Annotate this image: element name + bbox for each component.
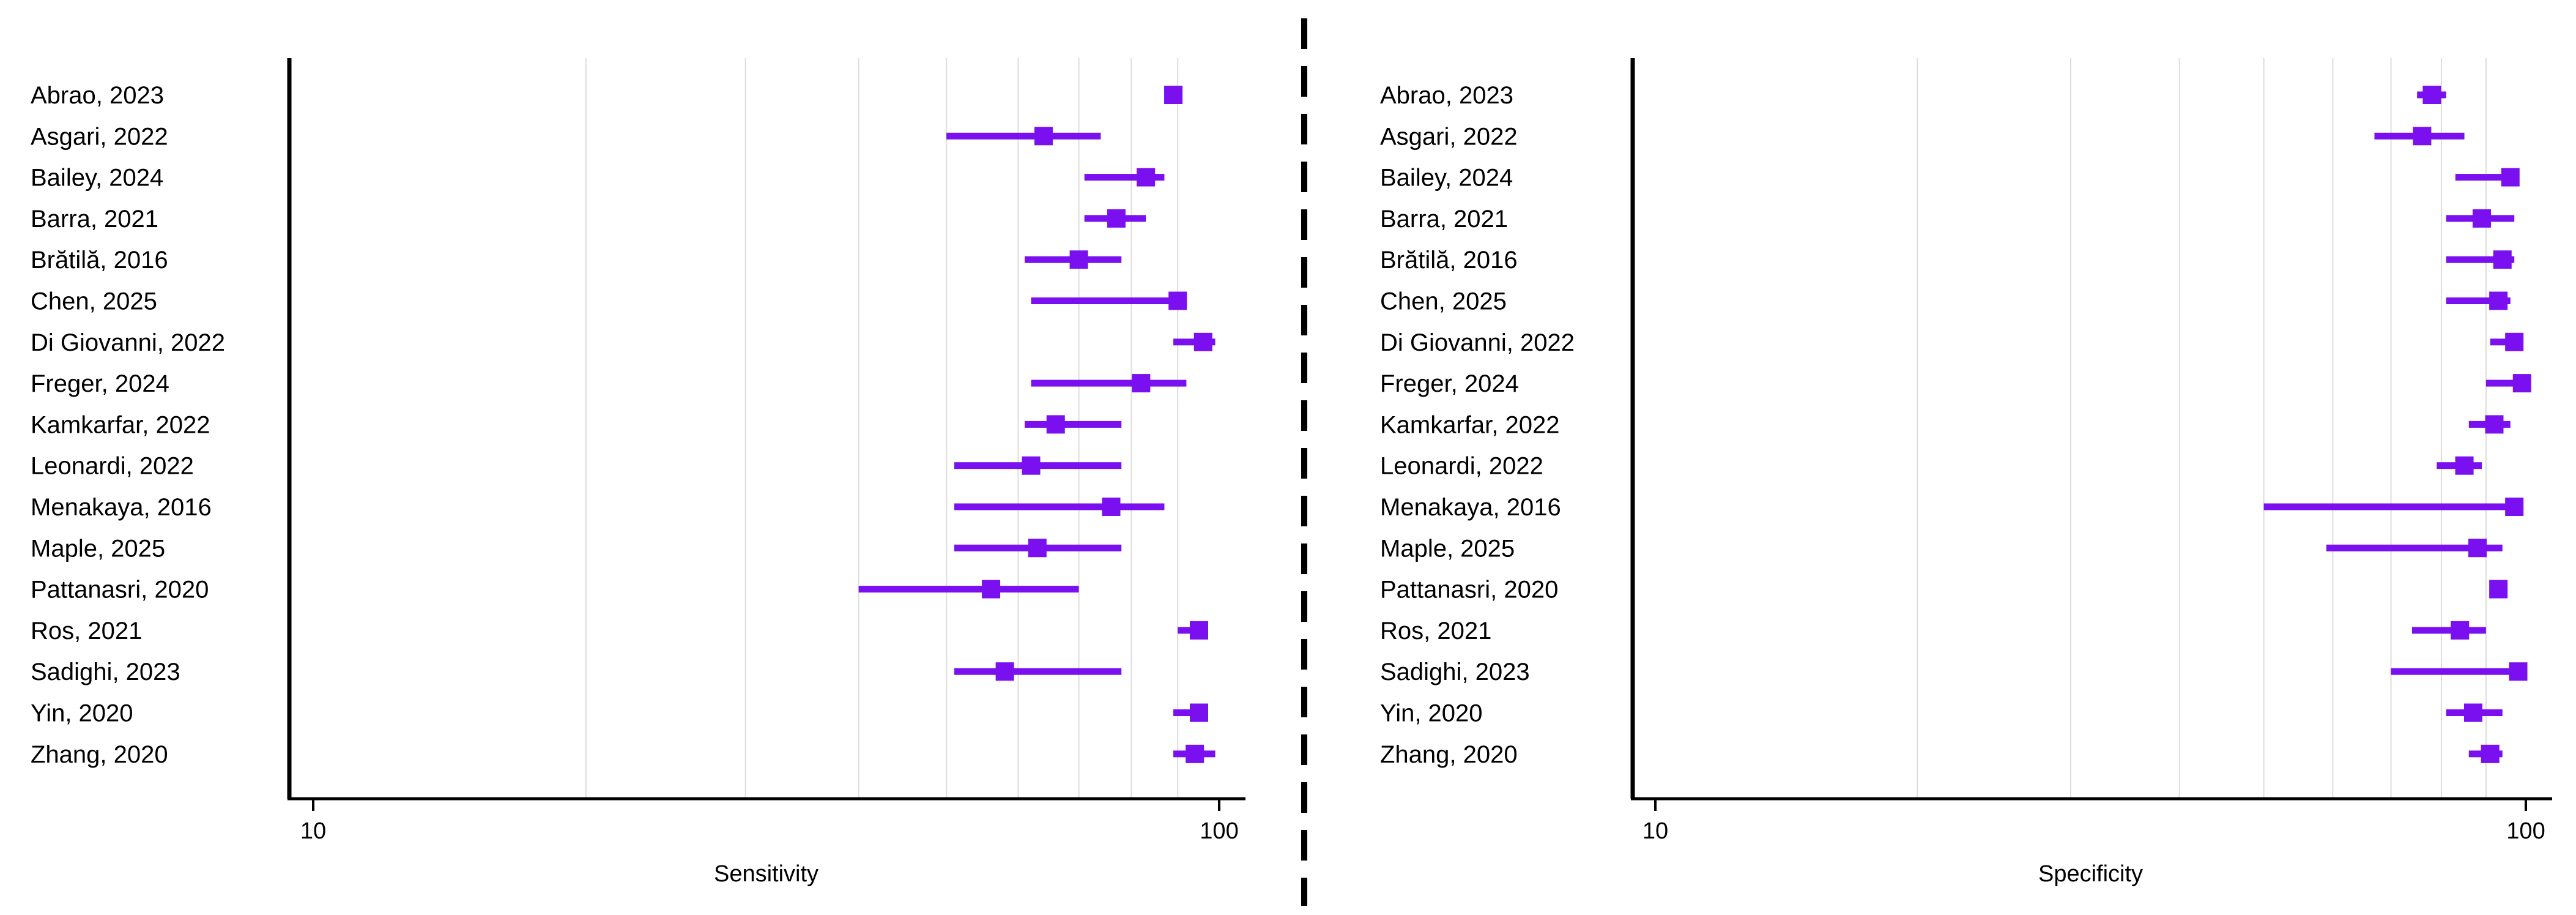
point-estimate-marker [2485, 415, 2504, 434]
confidence-interval-bar [1025, 420, 1122, 428]
point-estimate-marker [1137, 168, 1156, 187]
x-tick-label: 10 [300, 818, 326, 844]
point-estimate-marker [1186, 744, 1204, 763]
x-axis-title: Specificity [2038, 861, 2143, 887]
study-label: Maple, 2025 [31, 535, 165, 562]
study-label: Pattanasri, 2020 [31, 577, 209, 603]
confidence-interval-bar [954, 503, 1165, 510]
study-label: Chen, 2025 [31, 288, 157, 315]
point-estimate-marker [1102, 498, 1121, 516]
point-estimate-marker [995, 662, 1014, 681]
point-estimate-marker [1132, 374, 1151, 393]
point-estimate-marker [1069, 250, 1088, 269]
point-estimate-marker [1190, 621, 1209, 640]
point-estimate-marker [1193, 332, 1212, 351]
point-estimate-marker [1190, 703, 1209, 722]
point-estimate-marker [1034, 127, 1053, 146]
confidence-interval-bar [954, 668, 1122, 675]
point-estimate-marker [2512, 374, 2531, 393]
confidence-interval-bar [2263, 503, 2515, 510]
x-axis-title: Sensitivity [714, 861, 818, 887]
study-label: Barra, 2021 [31, 206, 158, 233]
study-label: Yin, 2020 [1380, 700, 1483, 727]
point-estimate-marker [2493, 250, 2512, 269]
study-label: Asgari, 2022 [1380, 123, 1518, 150]
study-label: Pattanasri, 2020 [1380, 577, 1558, 603]
confidence-interval-bar [2446, 297, 2511, 304]
study-label: Kamkarfar, 2022 [31, 411, 210, 438]
confidence-interval-bar [946, 132, 1101, 140]
point-estimate-marker [2489, 291, 2508, 310]
study-label: Di Giovanni, 2022 [31, 329, 225, 356]
x-tick-label: 100 [1200, 818, 1238, 844]
point-estimate-marker [2481, 744, 2500, 763]
point-estimate-marker [2463, 703, 2482, 722]
point-estimate-marker [2505, 332, 2524, 351]
study-label: Abrao, 2023 [31, 82, 164, 109]
point-estimate-marker [2472, 209, 2491, 228]
point-estimate-marker [1022, 456, 1041, 475]
point-estimate-marker [1028, 539, 1047, 558]
confidence-interval-bar [1031, 297, 1187, 304]
point-estimate-marker [1168, 291, 1187, 310]
study-label: Menakaya, 2016 [1380, 494, 1561, 521]
point-estimate-marker [2455, 456, 2474, 475]
confidence-interval-bar [1031, 379, 1187, 387]
point-estimate-marker [982, 580, 1001, 599]
study-label: Chen, 2025 [1380, 288, 1507, 315]
confidence-interval-bar [2326, 544, 2503, 551]
study-label: Yin, 2020 [31, 700, 133, 727]
study-label: Freger, 2024 [31, 370, 169, 397]
point-estimate-marker [1107, 209, 1126, 228]
confidence-interval-bar [2411, 627, 2486, 634]
point-estimate-marker [2509, 662, 2528, 681]
study-label: Sadighi, 2023 [1380, 659, 1530, 685]
point-estimate-marker [2451, 621, 2470, 640]
point-estimate-marker [2413, 127, 2432, 146]
confidence-interval-bar [2485, 379, 2526, 387]
point-estimate-marker [2468, 539, 2487, 558]
study-label: Asgari, 2022 [31, 123, 168, 150]
confidence-interval-bar [2391, 668, 2518, 675]
study-label: Barra, 2021 [1380, 206, 1508, 233]
study-label: Ros, 2021 [1380, 618, 1491, 644]
point-estimate-marker [2505, 498, 2524, 516]
point-estimate-marker [1164, 86, 1183, 104]
study-label: Di Giovanni, 2022 [1380, 329, 1575, 356]
confidence-interval-bar [1084, 174, 1165, 181]
study-label: Maple, 2025 [1380, 535, 1515, 562]
study-label: Zhang, 2020 [1380, 741, 1518, 768]
study-label: Kamkarfar, 2022 [1380, 411, 1560, 438]
study-label: Ros, 2021 [31, 618, 142, 644]
study-label: Brătilă, 2016 [1380, 247, 1518, 274]
specificity-panel: 10 100 Specificity Abrao, 2023 Asgari, 2022 B… [1380, 58, 2552, 887]
study-label: Bailey, 2024 [1380, 165, 1513, 192]
point-estimate-marker [2501, 168, 2520, 187]
confidence-interval-bar [2446, 256, 2515, 263]
study-label: Zhang, 2020 [31, 741, 168, 768]
point-estimate-marker [1046, 415, 1065, 434]
study-label: Abrao, 2023 [1380, 82, 1513, 109]
study-label: Leonardi, 2022 [31, 453, 194, 480]
point-estimate-marker [2422, 86, 2441, 104]
study-label: Sadighi, 2023 [31, 659, 180, 685]
study-label: Menakaya, 2016 [31, 494, 212, 521]
study-label: Brătilă, 2016 [31, 247, 168, 274]
sensitivity-panel: 10 100 Sensitivity Abrao, 2023 Asgari, 2022 B… [31, 58, 1245, 887]
study-label: Leonardi, 2022 [1380, 453, 1543, 480]
x-tick-label: 100 [2506, 818, 2545, 844]
point-estimate-marker [2489, 580, 2508, 599]
confidence-interval-bar [858, 586, 1079, 593]
study-label: Freger, 2024 [1380, 370, 1519, 397]
confidence-interval-bar [2455, 174, 2515, 181]
x-tick-label: 10 [1642, 818, 1668, 844]
study-label: Bailey, 2024 [31, 165, 163, 192]
